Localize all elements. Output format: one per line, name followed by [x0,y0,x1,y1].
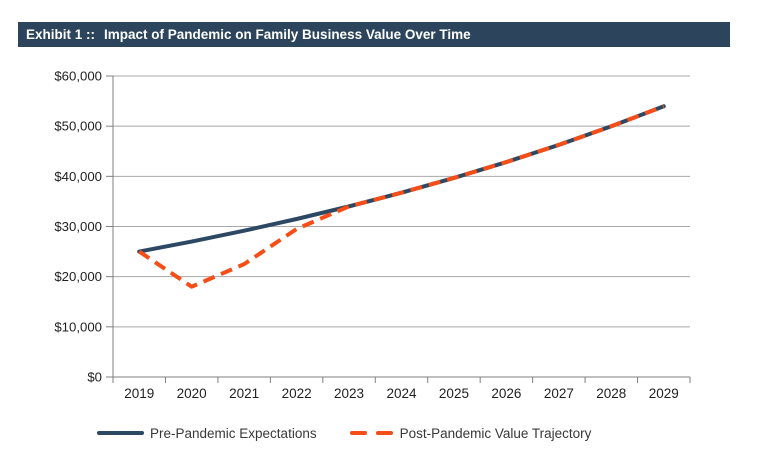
x-axis-label: 2029 [649,386,679,401]
chart-legend: Pre-Pandemic Expectations Post-Pandemic … [97,424,591,442]
x-axis-label: 2021 [229,386,259,401]
y-axis-label: $40,000 [54,169,102,184]
y-axis-label: $30,000 [54,219,102,234]
y-axis-label: $0 [87,370,102,385]
x-axis-label: 2020 [177,386,207,401]
y-axis-label: $50,000 [54,119,102,134]
x-axis-label: 2024 [386,386,417,401]
pre-pandemic-line [137,104,666,254]
x-axis-label: 2027 [544,386,574,401]
post-pandemic-line [138,104,665,289]
x-axis-label: 2022 [282,386,312,401]
exhibit-title: Impact of Pandemic on Family Business Va… [104,27,471,42]
x-axis-label: 2019 [124,386,154,401]
y-axis-label: $20,000 [54,269,102,284]
x-axis-label: 2028 [596,386,626,401]
legend-label-post-pandemic: Post-Pandemic Value Trajectory [399,425,592,441]
y-axis-label: $60,000 [54,69,102,84]
dash-segment-icon [375,430,393,436]
post-pandemic-line-swatch [349,430,393,436]
exhibit-header-bar: Exhibit 1 :: Impact of Pandemic on Family… [18,22,730,47]
x-axis-label: 2025 [439,386,469,401]
exhibit-label: Exhibit 1 :: [26,27,96,42]
legend-label-pre-pandemic: Pre-Pandemic Expectations [150,425,317,441]
pre-pandemic-line-swatch [97,430,144,436]
x-axis-label: 2023 [334,386,364,401]
x-axis-label: 2026 [491,386,521,401]
dash-segment-icon [349,430,367,436]
y-axis-label: $10,000 [54,319,102,334]
